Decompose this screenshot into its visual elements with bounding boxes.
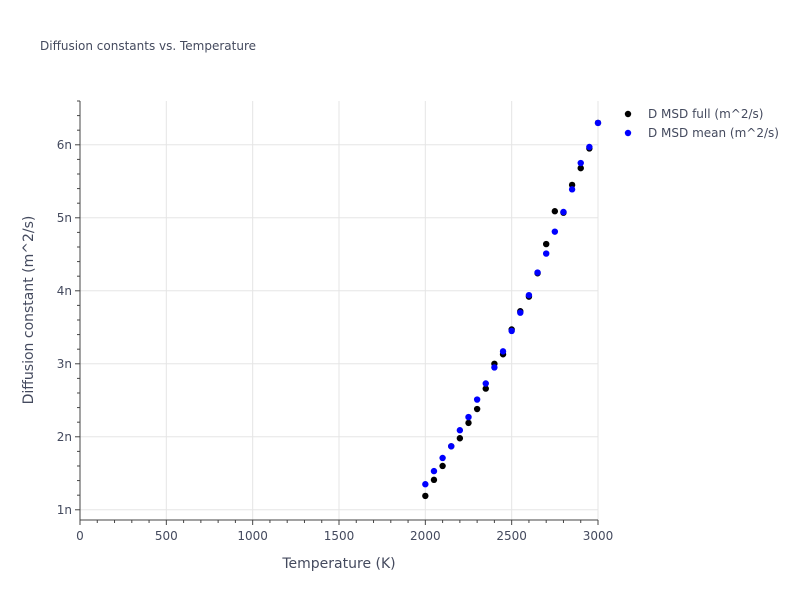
data-point (577, 159, 584, 167)
y-tick-label: 5n (57, 211, 72, 225)
axes: 0 500 1000 1500 2000 2500 3000 1n 2n 3n 4n 5n 6n (57, 100, 614, 543)
data-points (422, 119, 602, 500)
data-point (465, 419, 472, 427)
data-point (430, 467, 438, 475)
data-point (586, 143, 593, 151)
data-point (422, 481, 429, 488)
data-point (482, 385, 489, 392)
series-msd-mean (422, 119, 602, 488)
y-axis-title: Diffusion constant (m^2/s) (21, 216, 37, 405)
data-point (543, 250, 550, 257)
chart-title: Diffusion constants vs. Temperature (40, 39, 256, 53)
x-tick-label: 500 (155, 529, 178, 543)
data-point (551, 228, 559, 235)
x-tick-label: 1500 (324, 529, 355, 543)
data-point (594, 119, 602, 127)
legend-item[interactable]: D MSD full (m^2/s) (624, 107, 764, 121)
legend-label: D MSD full (m^2/s) (648, 107, 763, 121)
y-tick-label: 1n (57, 503, 72, 517)
y-tick-label: 6n (57, 138, 72, 152)
y-tick-label: 4n (57, 284, 72, 298)
data-point (430, 476, 438, 484)
grid-lines (80, 101, 599, 520)
legend-item[interactable]: D MSD mean (m^2/s) (624, 126, 779, 140)
legend-marker (624, 129, 632, 137)
data-point (439, 454, 446, 462)
legend-marker (624, 110, 632, 118)
data-point (482, 380, 489, 387)
data-point (439, 462, 446, 470)
data-point (422, 492, 429, 500)
data-point (448, 443, 455, 450)
data-point (456, 435, 464, 442)
x-axis-title: Temperature (K) (281, 556, 395, 572)
y-tick-label: 3n (57, 357, 72, 371)
x-tick-label: 2000 (410, 529, 441, 543)
x-tick-label: 1000 (237, 529, 268, 543)
data-point (551, 208, 559, 215)
data-point (465, 413, 472, 421)
data-point (560, 208, 567, 216)
legend[interactable]: D MSD full (m^2/s) D MSD mean (m^2/s) (624, 107, 779, 140)
data-point (534, 269, 541, 276)
y-tick-label: 2n (57, 430, 72, 444)
data-point (456, 427, 464, 434)
data-point (508, 327, 515, 335)
data-point (473, 405, 481, 413)
data-point (499, 348, 507, 355)
data-point (543, 240, 550, 248)
x-tick-label: 0 (76, 529, 84, 543)
data-point (473, 396, 481, 403)
x-tick-label: 3000 (583, 529, 614, 543)
legend-label: D MSD mean (m^2/s) (648, 126, 779, 140)
x-tick-label: 2500 (496, 529, 527, 543)
data-point (491, 364, 498, 371)
data-point (568, 186, 576, 193)
data-point (525, 291, 533, 299)
data-point (577, 164, 584, 172)
data-point (568, 181, 576, 189)
data-point (517, 309, 524, 316)
